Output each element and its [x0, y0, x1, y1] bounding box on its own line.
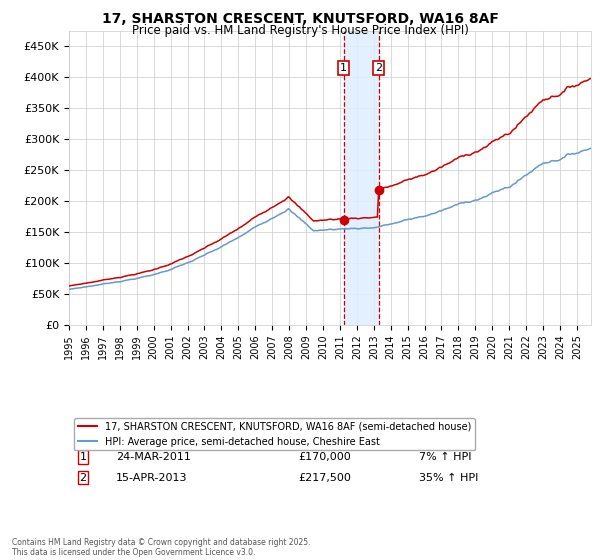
- Text: 1: 1: [79, 452, 86, 462]
- Text: £217,500: £217,500: [299, 473, 352, 483]
- Text: 2: 2: [375, 63, 382, 73]
- Text: 2: 2: [79, 473, 86, 483]
- Text: 15-APR-2013: 15-APR-2013: [116, 473, 187, 483]
- Text: 7% ↑ HPI: 7% ↑ HPI: [419, 452, 471, 462]
- Text: Price paid vs. HM Land Registry's House Price Index (HPI): Price paid vs. HM Land Registry's House …: [131, 24, 469, 37]
- Text: Contains HM Land Registry data © Crown copyright and database right 2025.
This d: Contains HM Land Registry data © Crown c…: [12, 538, 311, 557]
- Text: 1: 1: [340, 63, 347, 73]
- Bar: [344, 31, 379, 325]
- Text: 35% ↑ HPI: 35% ↑ HPI: [419, 473, 478, 483]
- Text: 17, SHARSTON CRESCENT, KNUTSFORD, WA16 8AF: 17, SHARSTON CRESCENT, KNUTSFORD, WA16 8…: [101, 12, 499, 26]
- Text: 24-MAR-2011: 24-MAR-2011: [116, 452, 191, 462]
- Text: £170,000: £170,000: [299, 452, 352, 462]
- Legend: 17, SHARSTON CRESCENT, KNUTSFORD, WA16 8AF (semi-detached house), HPI: Average p: 17, SHARSTON CRESCENT, KNUTSFORD, WA16 8…: [74, 418, 475, 450]
